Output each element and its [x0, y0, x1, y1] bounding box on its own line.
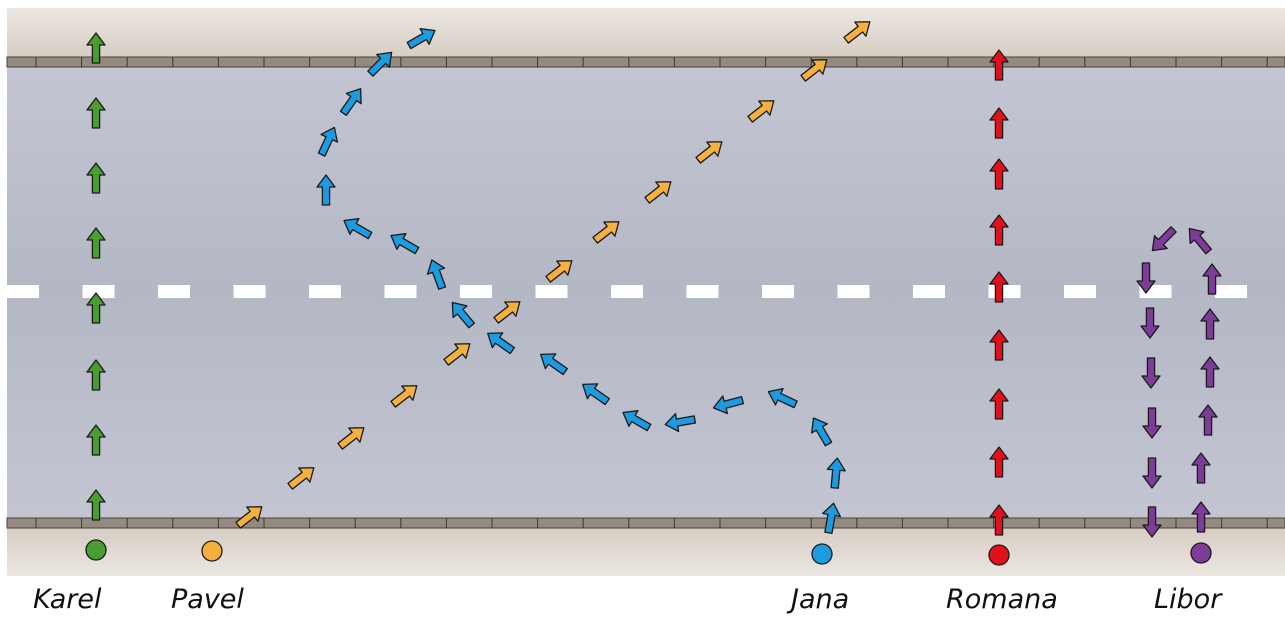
arrow-libor-5: [1200, 308, 1220, 340]
arrow-jana-12: [426, 259, 447, 290]
arrow-jana-16: [317, 126, 339, 157]
arrow-libor-13: [1142, 457, 1162, 489]
arrow-romana-4: [989, 329, 1009, 361]
arrow-pavel-2: [287, 467, 315, 490]
path-libor: [1136, 226, 1222, 564]
arrow-jana-8: [582, 383, 611, 406]
arrow-libor-7: [1188, 227, 1213, 255]
arrow-jana-17: [339, 88, 362, 117]
arrow-pavel-11: [747, 100, 775, 123]
path-karel: [85, 32, 107, 561]
arrow-jana-13: [390, 233, 420, 255]
arrow-pavel-3: [337, 427, 365, 450]
arrow-jana-19: [406, 28, 436, 50]
path-pavel: [201, 21, 871, 562]
label-karel: Karel: [33, 584, 102, 615]
start-dot-libor: [1190, 542, 1212, 564]
arrow-romana-9: [989, 49, 1009, 81]
label-libor: Libor: [1154, 584, 1222, 615]
arrow-pavel-7: [545, 260, 573, 283]
label-romana: Romana: [946, 584, 1058, 615]
arrow-romana-6: [989, 214, 1009, 246]
arrow-pavel-6: [493, 301, 521, 324]
arrow-libor-9: [1136, 262, 1156, 294]
arrow-jana-6: [664, 413, 697, 433]
label-pavel: Pavel: [171, 584, 244, 615]
arrow-pavel-5: [443, 343, 471, 366]
arrow-romana-8: [989, 107, 1009, 139]
arrow-pavel-13: [843, 21, 871, 44]
arrow-jana-15: [316, 174, 336, 206]
arrow-libor-10: [1140, 307, 1160, 339]
arrow-pavel-10: [695, 141, 723, 164]
arrow-karel-5: [86, 227, 106, 259]
top-curb: [6, 56, 1285, 68]
arrow-jana-10: [487, 332, 516, 355]
arrow-jana-9: [540, 353, 569, 376]
arrow-jana-14: [343, 218, 373, 240]
arrow-jana-11: [451, 301, 476, 329]
arrow-karel-2: [86, 424, 106, 456]
arrow-pavel-9: [644, 181, 672, 204]
arrow-libor-12: [1142, 407, 1162, 439]
arrow-karel-7: [86, 97, 106, 129]
center-lane-marking: [7, 285, 1247, 298]
arrow-libor-14: [1142, 506, 1162, 538]
arrow-romana-3: [989, 388, 1009, 420]
arrow-romana-2: [989, 446, 1009, 478]
arrow-pavel-1: [235, 506, 263, 529]
arrow-karel-4: [86, 292, 106, 324]
arrow-jana-18: [367, 51, 393, 77]
arrow-jana-3: [811, 417, 833, 447]
path-jana: [316, 28, 846, 565]
arrow-jana-2: [826, 457, 846, 489]
arrow-libor-6: [1202, 263, 1222, 295]
arrow-pavel-12: [800, 59, 828, 82]
arrow-karel-6: [86, 162, 106, 194]
arrow-romana-7: [989, 158, 1009, 190]
label-jana: Jana: [791, 584, 850, 615]
arrow-pavel-4: [390, 385, 418, 408]
arrow-jana-1: [822, 502, 842, 535]
arrow-karel-8: [86, 32, 106, 64]
arrow-romana-1: [989, 504, 1009, 536]
arrow-karel-1: [86, 489, 106, 521]
start-dot-jana: [811, 543, 833, 565]
arrow-libor-4: [1200, 356, 1220, 388]
arrow-karel-3: [86, 359, 106, 391]
arrow-libor-2: [1191, 452, 1211, 484]
top-sidewalk: [7, 8, 1285, 58]
arrow-libor-8: [1151, 226, 1177, 252]
bottom-sidewalk: [7, 528, 1285, 576]
start-dot-karel: [85, 539, 107, 561]
arrow-jana-4: [767, 387, 798, 409]
arrow-romana-5: [989, 271, 1009, 303]
arrow-jana-7: [622, 410, 652, 432]
path-romana: [988, 49, 1010, 566]
bottom-curb: [6, 517, 1285, 529]
start-dot-pavel: [201, 540, 223, 562]
arrow-jana-5: [712, 395, 745, 415]
arrow-libor-3: [1198, 404, 1218, 436]
arrow-pavel-8: [592, 221, 620, 244]
arrow-libor-11: [1141, 357, 1161, 389]
arrow-libor-1: [1191, 501, 1211, 533]
start-dot-romana: [988, 544, 1010, 566]
